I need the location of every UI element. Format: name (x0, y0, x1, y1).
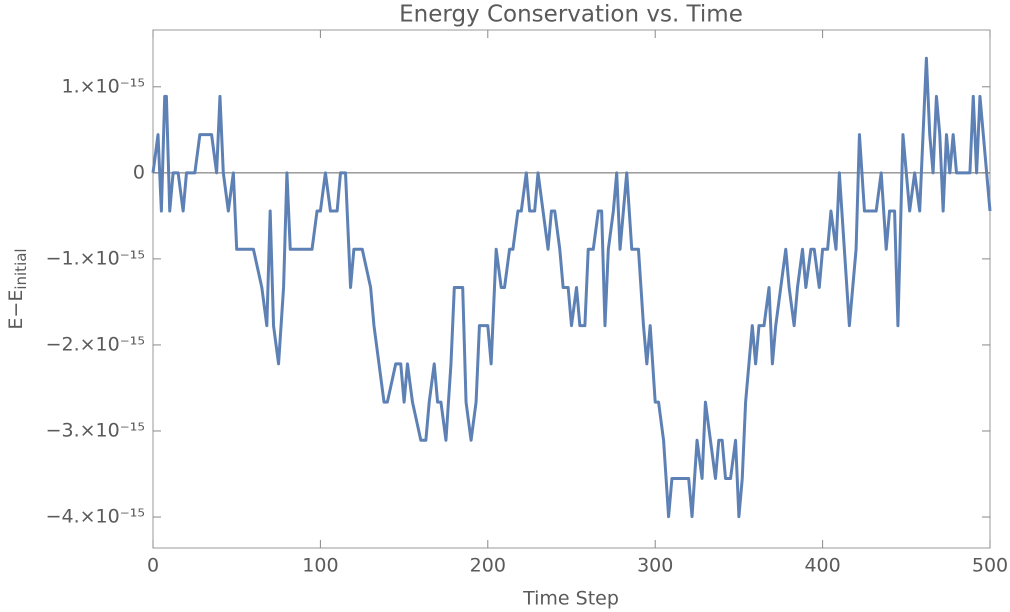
chart-title: Energy Conservation vs. Time (399, 2, 743, 28)
x-tick-label: 100 (302, 555, 338, 577)
x-axis-label: Time Step (522, 588, 619, 610)
x-tick-label: 400 (804, 555, 840, 577)
y-axis-label: E−Einitial (5, 248, 30, 329)
y-axis-label-sub: initial (12, 248, 30, 289)
y-tick-label: 1.×10⁻¹⁵ (62, 75, 146, 97)
x-tick-label: 0 (147, 555, 159, 577)
y-tick-label: 0 (133, 161, 145, 183)
x-tick-label: 200 (470, 555, 506, 577)
y-tick-label: −3.×10⁻¹⁵ (46, 419, 145, 441)
y-tick-label: −2.×10⁻¹⁵ (46, 333, 145, 355)
y-tick-label: −4.×10⁻¹⁵ (46, 506, 145, 528)
plot-frame (152, 29, 991, 549)
x-tick-label: 500 (972, 555, 1008, 577)
x-tick-label: 300 (637, 555, 673, 577)
data-line (151, 56, 992, 519)
y-axis-label-main: E−E (5, 290, 27, 330)
y-tick-label: −1.×10⁻¹⁵ (46, 247, 145, 269)
